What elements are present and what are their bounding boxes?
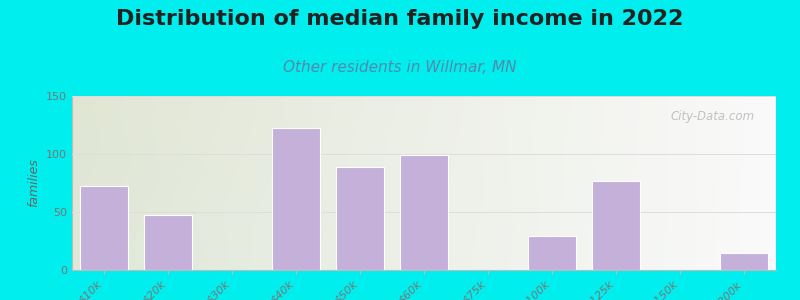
Text: Other residents in Willmar, MN: Other residents in Willmar, MN [283, 60, 517, 75]
Bar [592, 181, 640, 270]
Bar [400, 155, 448, 270]
Bar [336, 167, 384, 270]
Bar [272, 128, 320, 270]
Bar [80, 187, 128, 270]
Bar [528, 236, 576, 270]
Text: City-Data.com: City-Data.com [670, 110, 755, 123]
Bar [720, 253, 768, 270]
Y-axis label: families: families [27, 159, 41, 207]
Bar [144, 215, 192, 270]
Text: Distribution of median family income in 2022: Distribution of median family income in … [116, 9, 684, 29]
